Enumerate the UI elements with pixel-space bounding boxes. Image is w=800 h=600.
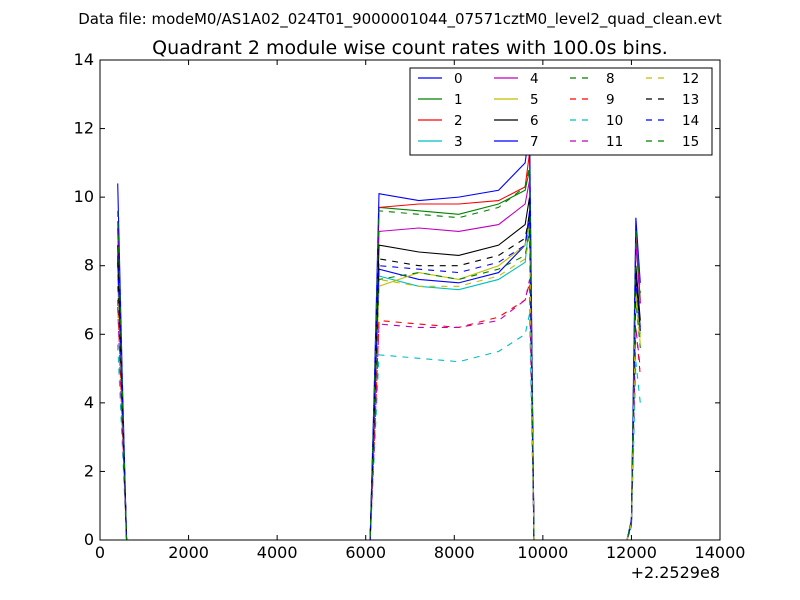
chart-title: Quadrant 2 module wise count rates with … bbox=[152, 37, 668, 59]
legend-label-3: 3 bbox=[454, 134, 463, 150]
y-tick-label: 12 bbox=[74, 119, 94, 138]
y-tick-label: 14 bbox=[74, 50, 94, 69]
legend-label-1: 1 bbox=[454, 92, 463, 108]
plot-lines bbox=[117, 128, 641, 541]
axes-frame bbox=[99, 59, 721, 541]
axis-ticks: 0 2000 4000 6000 8000 10000 12000 1400002468101… bbox=[74, 50, 746, 562]
legend-label-11: 11 bbox=[606, 134, 623, 150]
legend-label-12: 12 bbox=[682, 71, 699, 87]
y-tick-label: 2 bbox=[84, 461, 94, 480]
y-tick-label: 8 bbox=[84, 256, 94, 275]
legend-label-6: 6 bbox=[530, 113, 539, 129]
legend-label-10: 10 bbox=[606, 113, 623, 129]
series-line-12 bbox=[117, 238, 641, 541]
x-offset-label: +2.2529e8 bbox=[631, 563, 720, 582]
legend-label-13: 13 bbox=[682, 92, 699, 108]
x-tick-label: 10000 bbox=[517, 543, 568, 562]
legend-label-2: 2 bbox=[454, 113, 463, 129]
legend-label-14: 14 bbox=[682, 113, 699, 129]
x-tick-label: 12000 bbox=[606, 543, 657, 562]
x-tick-label: 4000 bbox=[257, 543, 298, 562]
x-tick-label: 14000 bbox=[695, 543, 746, 562]
legend-label-7: 7 bbox=[530, 134, 539, 150]
x-tick-label: 2000 bbox=[168, 543, 209, 562]
legend-label-0: 0 bbox=[454, 71, 463, 87]
x-tick-label: 8000 bbox=[434, 543, 475, 562]
legend-label-4: 4 bbox=[530, 71, 539, 87]
series-line-6 bbox=[117, 197, 641, 541]
legend-label-5: 5 bbox=[530, 92, 539, 108]
y-tick-label: 4 bbox=[84, 393, 94, 412]
y-tick-label: 10 bbox=[74, 187, 94, 206]
legend-label-8: 8 bbox=[606, 71, 615, 87]
x-tick-label: 6000 bbox=[345, 543, 386, 562]
y-tick-label: 0 bbox=[84, 530, 94, 549]
series-line-9 bbox=[117, 282, 641, 541]
x-tick-label: 0 bbox=[95, 543, 105, 562]
legend-label-9: 9 bbox=[606, 92, 615, 108]
legend-label-15: 15 bbox=[682, 134, 699, 150]
y-tick-label: 6 bbox=[84, 324, 94, 343]
chart-suptitle: Data file: modeM0/AS1A02_024T01_90000010… bbox=[78, 10, 722, 29]
series-line-4 bbox=[117, 179, 641, 541]
series-line-10 bbox=[117, 313, 641, 541]
series-line-11 bbox=[117, 279, 641, 541]
series-line-15 bbox=[117, 166, 641, 541]
